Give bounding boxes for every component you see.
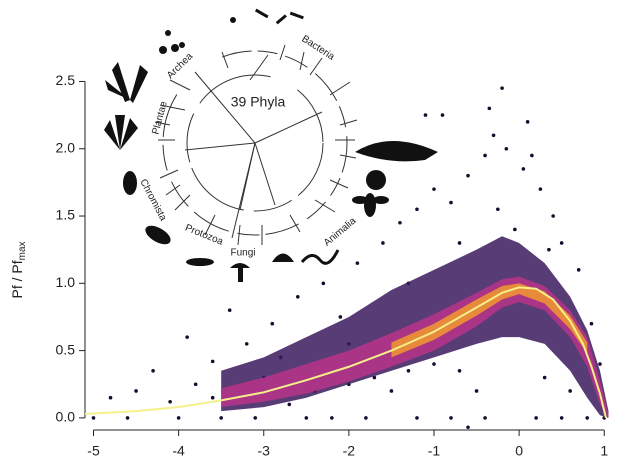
point [457,241,462,245]
y-axis-label: Pf / Pfmax [9,241,28,298]
point [496,207,500,212]
point [406,368,411,373]
point [91,416,96,420]
y-tick-label: 0.5 [56,341,76,357]
point [440,113,445,117]
point [589,321,594,326]
point [287,402,292,407]
point [355,261,360,265]
fit-curve [84,286,607,419]
x-tick-label: -2 [343,443,356,459]
point [125,416,130,420]
point [415,207,419,212]
point [530,153,534,158]
point [321,281,326,286]
point [193,382,198,387]
point [500,86,504,90]
point [559,416,564,420]
point [504,146,509,151]
point [253,416,258,420]
point [483,153,487,158]
point [568,389,572,393]
point [491,133,496,138]
point [525,120,530,124]
point [210,395,215,400]
phylogeny-inset: 39 Phyla Archea Bacteria Plantae Chromis… [137,34,358,259]
inset-title: 39 Phyla [231,94,286,110]
y-label-main: Pf / Pf [9,260,25,298]
y-tick-label: 1.0 [56,274,76,290]
group-label: Fungi [230,248,255,259]
point [176,416,181,420]
y-tick-label: 2.5 [56,72,76,88]
y-label-sub: max [17,241,28,260]
point [513,227,517,232]
y-tick-label: 0.0 [56,409,76,425]
point [547,247,551,252]
x-tick-label: 0 [515,443,523,459]
point [296,294,300,299]
point [270,321,275,326]
x-tick-label: -1 [428,443,441,459]
group-label: Animalia [322,215,359,248]
point [576,268,581,272]
plot-area: 0.0 0.5 1.0 1.5 2.0 2.5 -5 -4 -3 -2 -1 0 1 [56,72,609,459]
y-tick-label: 1.5 [56,207,76,223]
x-tick-label: 1 [600,443,608,459]
point [483,416,487,420]
point [364,416,368,420]
group-label: Bacteria [300,34,337,63]
group-label: Chromista [137,177,168,223]
point [598,362,602,366]
point [381,241,385,245]
point [423,113,428,117]
point [474,389,479,393]
point [457,368,462,373]
density-band [391,283,588,358]
point [432,187,436,191]
point [372,375,377,380]
point [244,342,249,346]
point [219,416,223,420]
point [521,167,526,171]
point [151,368,155,373]
point [210,359,215,364]
group-label: Plantae [150,100,170,136]
point [487,106,492,111]
point [466,425,470,430]
point [538,187,543,191]
group-label: Protozoa [183,223,225,248]
point [415,416,419,420]
point [338,315,343,319]
point [542,375,547,380]
point [551,214,555,218]
silhouettes [104,8,438,282]
point [534,416,538,420]
point [585,416,590,420]
x-tick-label: -3 [258,443,271,459]
y-tick-label: 2.0 [56,139,76,155]
point [432,362,436,366]
x-tick-label: -4 [172,443,185,459]
point [330,416,334,420]
point [449,200,453,205]
point [559,241,564,245]
point [108,395,113,400]
point [389,389,394,393]
point [466,173,470,178]
point [134,389,138,393]
group-label: Archea [165,51,195,81]
x-tick-label: -5 [87,443,100,459]
point [304,416,309,420]
point [227,308,232,313]
point [449,416,453,420]
point [398,220,402,225]
point [168,399,172,404]
point [185,335,189,339]
